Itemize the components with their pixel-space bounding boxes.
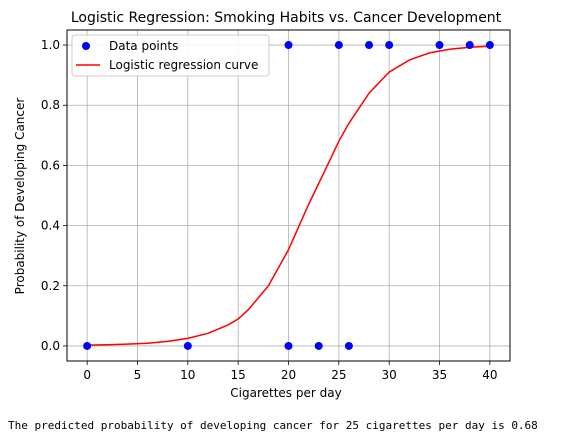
- data-point: [284, 41, 293, 50]
- x-tick-label: 10: [180, 368, 195, 382]
- points-layer: [83, 41, 494, 350]
- legend-label-data-points: Data points: [109, 39, 178, 53]
- x-tick-label: 30: [382, 368, 397, 382]
- output-text: The predicted probability of developing …: [8, 419, 538, 432]
- logistic-curve: [87, 45, 490, 346]
- data-point: [344, 341, 353, 350]
- y-tick-label: 0.0: [41, 339, 60, 353]
- y-axis-label: Probability of Developing Cancer: [13, 98, 27, 295]
- x-tick-label: 35: [432, 368, 447, 382]
- y-tick-label: 0.4: [41, 219, 60, 233]
- legend-box: [71, 34, 270, 77]
- data-point: [485, 41, 494, 50]
- data-point: [83, 341, 92, 350]
- data-point: [334, 41, 343, 50]
- curve-layer: [87, 45, 490, 346]
- axes: 0 5 10 15 20 25 30 35 40 0.0 0.2 0.4 0.6 0.8 1.0: [41, 38, 498, 382]
- data-point: [465, 41, 474, 50]
- data-point: [365, 41, 374, 50]
- y-tick-label: 0.6: [41, 158, 60, 172]
- legend-label-curve: Logistic regression curve: [109, 58, 258, 72]
- x-axis-label: Cigarettes per day: [230, 386, 341, 400]
- legend: Data points Logistic regression curve: [71, 34, 270, 77]
- x-tick-label: 0: [83, 368, 91, 382]
- data-point: [284, 341, 293, 350]
- x-tick-label: 5: [134, 368, 142, 382]
- data-point: [314, 341, 323, 350]
- data-point: [183, 341, 192, 350]
- plot-frame: [66, 29, 511, 362]
- y-tick-label: 0.8: [41, 98, 60, 112]
- y-tick-label: 1.0: [41, 38, 60, 52]
- chart-title: Logistic Regression: Smoking Habits vs. …: [71, 10, 502, 26]
- x-tick-label: 25: [331, 368, 346, 382]
- x-tick-label: 20: [281, 368, 296, 382]
- grid-lines: [67, 30, 510, 361]
- x-tick-label: 15: [231, 368, 246, 382]
- data-point: [435, 41, 444, 50]
- x-tick-label: 40: [482, 368, 497, 382]
- legend-marker-data-points: [82, 42, 90, 50]
- y-tick-label: 0.2: [41, 279, 60, 293]
- data-point: [385, 41, 394, 50]
